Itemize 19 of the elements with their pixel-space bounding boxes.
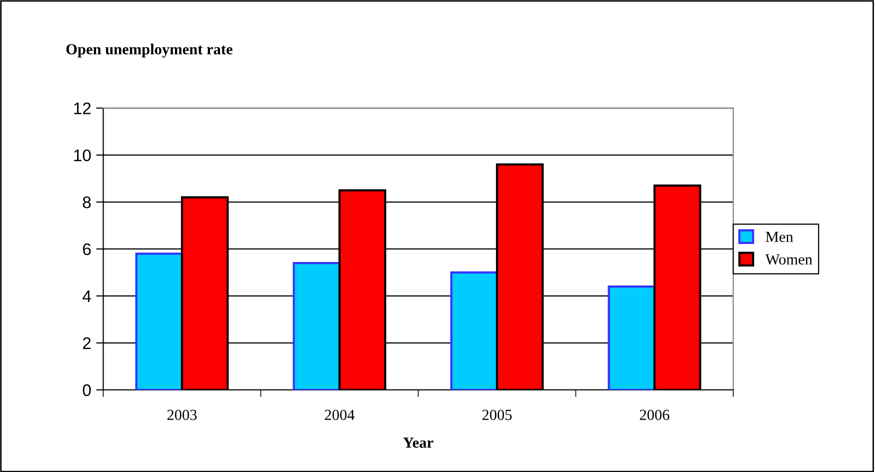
legend-label: Men [766, 232, 794, 242]
x-tick-label: 2005 [482, 410, 512, 420]
x-axis-title: Year [403, 438, 434, 448]
bar [608, 286, 656, 390]
y-tick-label: 10 [74, 149, 91, 162]
x-tick-label: 2003 [167, 410, 197, 420]
x-tick-label: 2004 [324, 410, 355, 420]
y-tick-label: 0 [82, 384, 91, 396]
y-tick-label: 8 [82, 196, 91, 208]
y-tick-label: 4 [82, 290, 91, 302]
bar [135, 252, 184, 390]
y-tick-label: 12 [74, 102, 91, 114]
x-tick-label: 2006 [640, 410, 670, 420]
y-tick-label: 6 [83, 243, 91, 256]
y-tick-label: 2 [83, 337, 91, 349]
legend-label: Women [765, 254, 812, 265]
chart-title: Open unemployment rate [66, 44, 232, 58]
bar [450, 271, 498, 390]
bar [292, 262, 341, 390]
